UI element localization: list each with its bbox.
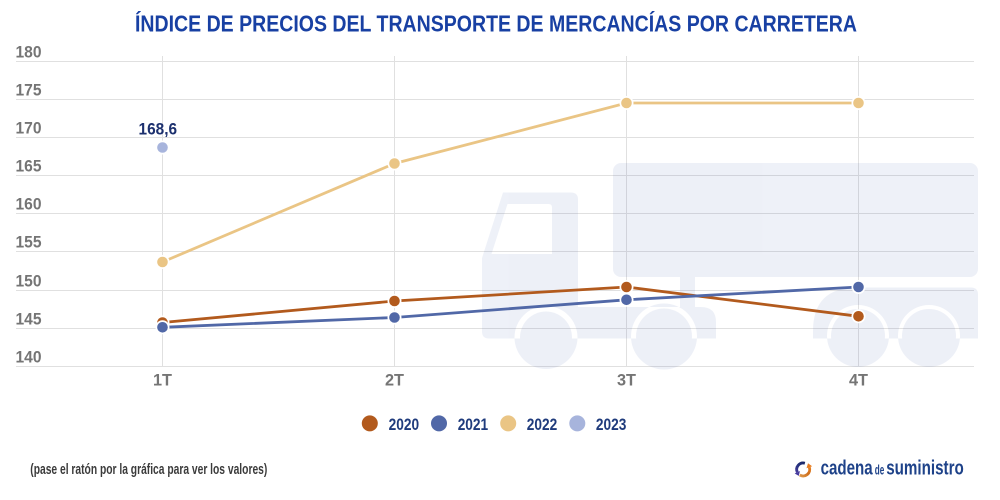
svg-text:2020: 2020 xyxy=(389,416,420,434)
svg-text:168,6: 168,6 xyxy=(139,120,178,138)
svg-text:de: de xyxy=(875,463,885,478)
svg-text:140: 140 xyxy=(16,348,42,366)
svg-text:155: 155 xyxy=(16,233,42,251)
svg-text:ÍNDICE DE PRECIOS DEL TRANSPOR: ÍNDICE DE PRECIOS DEL TRANSPORTE DE MERC… xyxy=(135,10,857,37)
svg-text:1T: 1T xyxy=(153,372,172,390)
svg-text:cadena: cadena xyxy=(821,457,873,480)
svg-text:2T: 2T xyxy=(385,372,404,390)
svg-text:165: 165 xyxy=(16,157,42,175)
svg-text:2022: 2022 xyxy=(527,416,558,434)
svg-text:2021: 2021 xyxy=(458,416,489,434)
svg-text:170: 170 xyxy=(16,119,42,137)
svg-text:suministro: suministro xyxy=(886,457,964,480)
svg-text:2023: 2023 xyxy=(596,416,627,434)
svg-text:145: 145 xyxy=(16,310,42,328)
svg-text:180: 180 xyxy=(16,43,42,61)
svg-text:4T: 4T xyxy=(849,372,868,390)
svg-text:150: 150 xyxy=(16,272,42,290)
svg-text:3T: 3T xyxy=(617,372,636,390)
svg-text:175: 175 xyxy=(16,81,42,99)
svg-text:160: 160 xyxy=(16,195,42,213)
svg-text:(pase el ratón por la gráfica: (pase el ratón por la gráfica para ver l… xyxy=(30,461,267,478)
